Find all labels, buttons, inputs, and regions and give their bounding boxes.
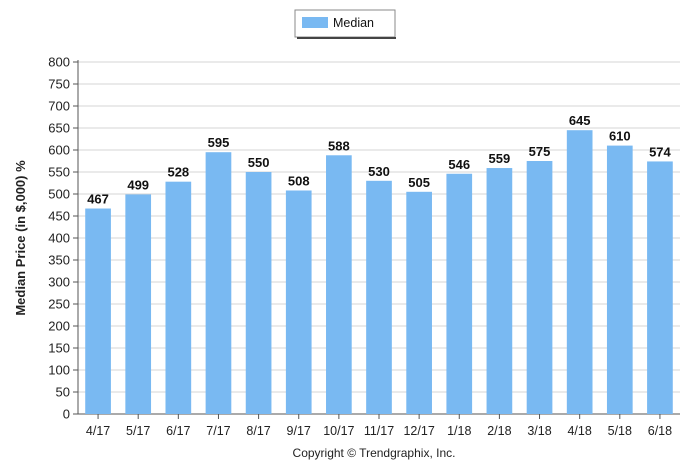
bar [165, 181, 192, 414]
x-tick-label: 6/18 [648, 424, 672, 438]
x-tick-label: 9/17 [287, 424, 311, 438]
y-tick-label: 100 [48, 363, 70, 378]
y-tick-label: 400 [48, 231, 70, 246]
x-tick-label: 2/18 [487, 424, 511, 438]
x-tick-label: 3/18 [527, 424, 551, 438]
bar [245, 172, 272, 414]
x-tick-label: 7/17 [206, 424, 230, 438]
y-tick-label: 350 [48, 253, 70, 268]
bar-value-label: 467 [87, 192, 109, 207]
y-tick-label: 800 [48, 55, 70, 70]
bar [606, 145, 633, 414]
x-tick-label: 8/17 [246, 424, 270, 438]
bar-value-label: 508 [288, 173, 310, 188]
data-labels: 467 499 528 595 550 508 588 530 505 546 559 575 645 6… [87, 113, 671, 206]
bar [85, 208, 111, 414]
x-tick-label: 4/18 [567, 424, 591, 438]
bar [526, 161, 553, 414]
bar-value-label: 559 [489, 151, 511, 166]
bar-value-label: 505 [408, 175, 430, 190]
bar-value-label: 610 [609, 129, 631, 144]
x-tick-label: 10/17 [323, 424, 354, 438]
bar-value-label: 550 [248, 155, 270, 170]
y-tick-label: 750 [48, 77, 70, 92]
legend: Median [294, 9, 396, 39]
y-tick-label: 700 [48, 99, 70, 114]
legend-label: Median [333, 16, 374, 30]
bar-value-label: 575 [529, 144, 551, 159]
bar-value-label: 645 [569, 113, 591, 128]
bar [285, 190, 312, 414]
y-tick-label: 50 [56, 385, 70, 400]
y-axis-title: Median Price (in $,000) % [13, 160, 28, 316]
bars [85, 130, 673, 414]
y-tick-label: 650 [48, 121, 70, 136]
y-tick-label: 200 [48, 319, 70, 334]
y-tick-label: 600 [48, 143, 70, 158]
x-tick-label: 4/17 [86, 424, 110, 438]
x-tick-label: 12/17 [403, 424, 434, 438]
bar-value-label: 546 [448, 157, 470, 172]
bar [366, 180, 392, 414]
bar-value-label: 574 [649, 144, 671, 159]
bar-value-label: 528 [167, 165, 189, 180]
bar [326, 155, 352, 414]
x-tick-label: 5/18 [608, 424, 632, 438]
y-tick-label: 450 [48, 209, 70, 224]
bar [406, 191, 432, 414]
x-tick-label: 6/17 [166, 424, 190, 438]
bar-value-label: 588 [328, 138, 350, 153]
bar-value-label: 530 [368, 164, 390, 179]
x-tick-label: 1/18 [447, 424, 471, 438]
y-tick-label: 300 [48, 275, 70, 290]
y-tick-label: 500 [48, 187, 70, 202]
bar [446, 173, 473, 414]
bar [566, 130, 593, 414]
y-tick-label: 0 [63, 407, 70, 422]
bar [486, 168, 513, 414]
legend-swatch [302, 17, 328, 28]
copyright-text: Copyright © Trendgraphix, Inc. [293, 446, 456, 460]
y-tick-label: 550 [48, 165, 70, 180]
bar-value-label: 499 [127, 177, 149, 192]
bar-value-label: 595 [208, 135, 230, 150]
y-tick-label: 150 [48, 341, 70, 356]
bar [205, 152, 232, 414]
x-tick-label: 5/17 [126, 424, 150, 438]
y-tick-label: 250 [48, 297, 70, 312]
bar [125, 194, 152, 414]
x-tick-label: 11/17 [364, 424, 394, 438]
bar [647, 161, 673, 414]
